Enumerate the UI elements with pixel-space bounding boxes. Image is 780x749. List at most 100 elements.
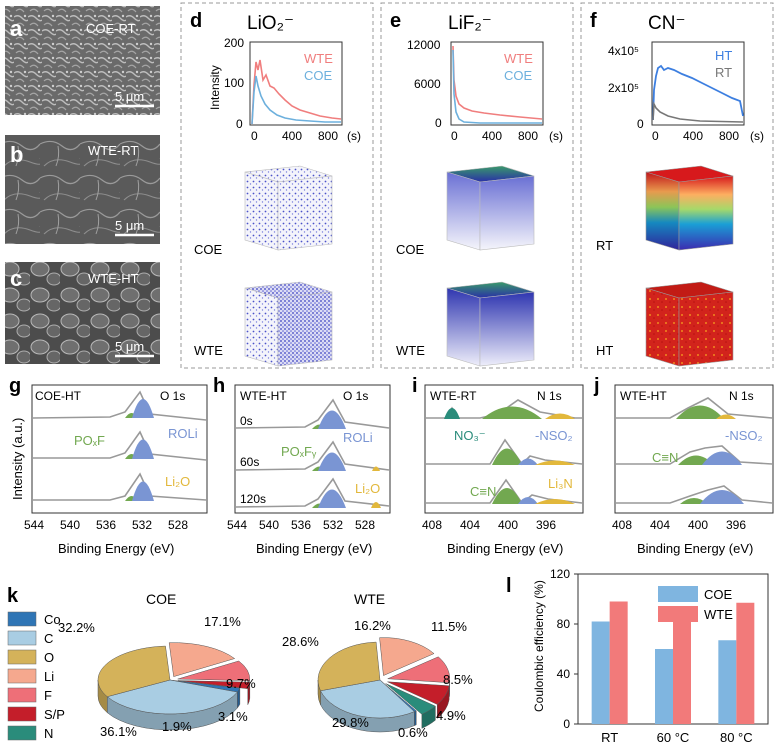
sem-label: COE-RT [86,21,136,36]
cube-label: COE [194,242,223,257]
series-wte-line [452,45,543,120]
pie-slice-sp [177,680,251,690]
peak-roli [132,481,154,501]
x-tick-label: 60 °C [657,730,690,745]
pie-label: 28.6% [282,634,319,649]
peak-roli [132,439,154,459]
panel-e-frame [380,2,574,369]
sample-label: COE-HT [35,389,82,403]
cube-ht [645,281,734,367]
panel-letter-k: k [7,585,19,607]
y-axis-label: Coulombic efficiency (%) [532,580,546,712]
pie-legend: Co CO Li F S/P N [7,611,65,741]
y-tick: 100 [224,76,244,90]
pie-slice-side-co [414,710,417,727]
scale-bar-label: 5 μm [115,218,144,233]
panel-letter-h: h [213,375,225,397]
x-tick-label: RT [601,730,618,745]
peak-roli [318,410,346,429]
pie-title-wte: WTE [354,591,385,607]
time-label: 60s [240,455,259,469]
pie-slice-o [97,645,171,697]
peak-cn [680,498,708,504]
spectrum-0s [235,398,390,429]
y-tick-label: 0 [563,717,570,731]
legend-swatch-f [7,687,37,703]
bar-coe-2 [718,640,737,724]
peak-roli [318,489,346,508]
pie-chart-wte [317,637,450,733]
cube-label: RT [596,238,613,253]
series-rt-line [652,100,744,123]
panel-title: LiF₂⁻ [448,13,492,34]
legend-swatch-wte [658,606,698,622]
sample-label: WTE-HT [620,389,667,403]
x-tick: 544 [227,518,247,532]
legend-swatch-n [7,725,37,741]
time-label: 120s [240,492,266,506]
x-axis-label: Binding Energy (eV) [256,541,372,556]
plot-area [234,384,391,514]
core-level-label: O 1s [160,389,185,403]
legend-swatch-sp [7,706,37,722]
panel-letter-a: a [10,16,23,41]
peak-label-roli: ROLi [168,426,198,441]
legend-label: F [44,688,52,703]
cube-wte [244,281,333,367]
panel-k: k Co CO Li F S/P N COE WTE 1.9% 36.1% 32.2% 1… [7,585,473,741]
x-tick: 540 [60,518,80,532]
x-tick: 396 [536,518,556,532]
panel-letter-i: i [412,375,418,397]
peak-label-li3n: Li₃N [548,476,573,491]
spectrum-60s [235,440,390,471]
legend-swatch-co [7,611,37,627]
y-tick-label: 120 [550,567,570,581]
x-tick: 400 [282,129,302,143]
peak-nso2 [518,458,538,465]
sem-label: WTE-RT [88,143,138,158]
pie-label: 36.1% [100,724,137,739]
scale-bar-label: 5 μm [115,339,144,354]
x-axis-label: Binding Energy (eV) [58,541,174,556]
y-tick-label: 40 [557,667,571,681]
legend-coe: COE [304,68,333,83]
peak-label-poxfy: POₓFᵧ [281,444,317,459]
peak-no3 [444,408,460,419]
peak-cn [676,405,724,419]
panel-letter-f: f [590,10,597,32]
sem-label: WTE-HT [88,271,139,286]
y-tick: 0 [435,116,442,130]
pie-label: 8.5% [443,672,473,687]
x-tick: 540 [259,518,279,532]
panel-f-frame [580,2,774,369]
legend-coe: COE [504,68,533,83]
panel-letter-b: b [10,142,23,167]
cube-label: HT [596,343,613,358]
x-unit: (s) [347,129,361,143]
plot-area [614,384,774,514]
pie-chart-coe [97,642,251,731]
pie-label: 32.2% [58,620,95,635]
pie-label: 17.1% [204,614,241,629]
peak-nso2 [702,451,742,465]
legend-ht: HT [715,48,732,63]
pie-label: 4.9% [436,708,466,723]
cube-label: COE [396,242,425,257]
core-level-label: N 1s [537,389,562,403]
panel-letter-j: j [593,375,600,397]
y-tick: 0 [637,117,644,131]
sem-image-wte-ht [5,262,160,364]
bar-chart: 0 40 80 120 RT 60 °C 80 °C COE WTE [550,567,755,745]
panel-j: j WTE-HT N 1s C≡N -NSO₂ 408 404 400 396 … [593,375,774,556]
panel-d: d LiO₂⁻ Intensity 200 100 0 0 400 800 (s… [190,10,361,367]
x-tick: 528 [355,518,375,532]
x-tick: 400 [688,518,708,532]
panel-f: f CN⁻ 4x10⁵ 2x10⁵ 0 0 400 800 (s) HT RT … [590,10,764,367]
panel-e: e LiF₂⁻ 12000 6000 0 0 400 800 (s) WTE C… [390,10,563,367]
bar-wte-2 [736,602,755,724]
x-tick: 0 [652,129,659,143]
plot-area [31,384,208,514]
peak-label-poxf: POₓF [74,433,105,448]
peak-nso2 [700,490,744,504]
